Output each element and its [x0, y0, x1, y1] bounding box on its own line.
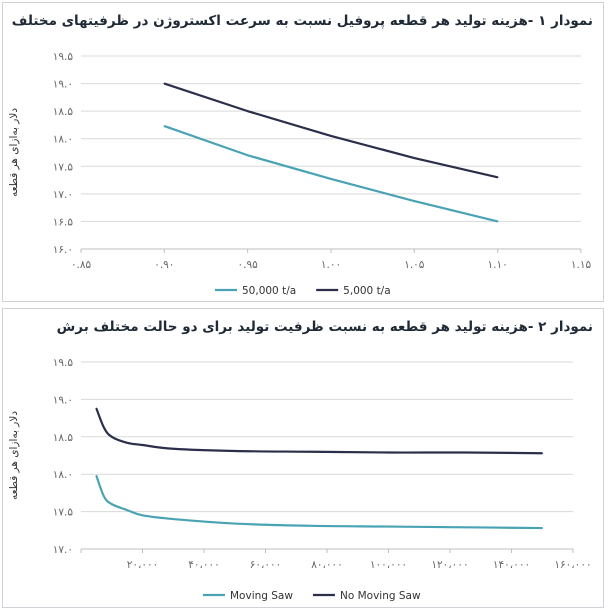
legend-label: 5,000 t/a	[343, 285, 391, 297]
data-point	[110, 436, 113, 438]
x-tick-label: ۱۶۰،۰۰۰	[554, 559, 591, 571]
data-point	[126, 509, 128, 511]
data-point	[103, 495, 105, 498]
data-point	[163, 82, 166, 85]
x-tick-label: ۱.۱۰	[488, 259, 508, 271]
y-tick-label: ۱۹.۰	[53, 79, 73, 91]
data-point	[141, 444, 144, 446]
data-point	[103, 427, 105, 429]
x-tick-label: ۱۰۰،۰۰۰	[370, 559, 407, 571]
data-point	[95, 407, 98, 410]
x-tick-label: ۱۴۰،۰۰۰	[493, 559, 530, 571]
y-tick-label: ۱۸.۵	[53, 106, 74, 118]
y-tick-label: ۱۸.۵	[53, 432, 74, 444]
y-tick-label: ۱۷.۰	[53, 544, 73, 556]
series-line	[95, 407, 543, 455]
x-tick-label: ۱۲۰،۰۰۰	[431, 559, 468, 571]
data-point	[330, 178, 332, 180]
data-point	[172, 518, 175, 520]
x-tick-label: ۴۰،۰۰۰	[188, 559, 220, 571]
chart-title: نمودار ۱ -هزینه تولید هر قطعه پروفیل نسب…	[11, 13, 593, 29]
series-line	[95, 475, 543, 530]
data-point	[95, 474, 98, 477]
x-tick-label: ۰.۹۵	[238, 259, 259, 271]
data-point	[387, 525, 390, 528]
y-tick-label: ۱۷.۵	[53, 161, 74, 173]
x-tick-label: ۲۰،۰۰۰	[127, 559, 159, 571]
series-line	[163, 82, 498, 179]
line-chart: ۱۷.۰ ۱۷.۵ ۱۸.۰ ۱۸.۵ ۱۹.۰ ۱۹.۵ ۲۰،۰۰۰ ۴۰،۰۰۰ ۶۰،۰…	[8, 357, 592, 602]
x-tick-label: ۰.۹۰	[154, 259, 174, 271]
y-tick-label: ۱۷.۵	[53, 507, 74, 519]
data-point	[413, 157, 416, 159]
y-tick-label: ۱۷.۰	[53, 189, 73, 201]
data-point	[172, 447, 175, 450]
y-tick-label: ۱۸.۰	[53, 469, 73, 481]
y-tick-label: ۱۶.۰	[53, 244, 73, 256]
y-tick-label: ۱۹.۵	[53, 51, 74, 63]
data-point	[110, 503, 113, 505]
y-tick-label: ۱۶.۵	[53, 216, 74, 228]
y-axis-label: دلار به‌ازای هر قطعه	[8, 108, 20, 197]
data-point	[233, 450, 236, 452]
data-point	[464, 451, 467, 454]
y-tick-label: ۱۹.۵	[53, 357, 74, 369]
y-tick-label: ۱۹.۰	[53, 394, 73, 406]
chart-title: نمودار ۲ -هزینه تولید هر قطعه به نسبت ظر…	[56, 319, 593, 335]
data-point	[496, 176, 499, 179]
y-axis-label: دلار به‌ازای هر قطعه	[8, 411, 20, 500]
line-chart: ۱۶.۰ ۱۶.۵ ۱۷.۰ ۱۷.۵ ۱۸.۰ ۱۸.۵ ۱۹.۰ ۱۹.۵ ۰.۸۵ ۰.۹۰…	[8, 51, 592, 297]
x-tick-label: ۸۰،۰۰۰	[311, 559, 343, 571]
data-point	[310, 525, 313, 527]
chart-panel-2: نمودار ۲ -هزینه تولید هر قطعه به نسبت ظر…	[2, 308, 604, 608]
x-tick-label: ۱.۰۵	[404, 259, 425, 271]
data-point	[246, 154, 249, 157]
legend-label: No Moving Saw	[340, 590, 421, 602]
data-point	[310, 450, 313, 453]
data-point	[387, 451, 390, 454]
y-tick-label: ۱۸.۰	[53, 134, 73, 146]
x-tick-label: ۰.۸۵	[71, 259, 92, 271]
data-point	[163, 125, 166, 127]
data-point	[541, 527, 544, 529]
x-tick-label: ۶۰،۰۰۰	[250, 559, 282, 571]
x-tick-label: ۱.۱۵	[571, 259, 592, 271]
data-point	[413, 200, 416, 202]
legend-label: Moving Saw	[230, 590, 293, 602]
data-point	[541, 452, 544, 455]
data-point	[330, 135, 332, 137]
legend-label: 50,000 t/a	[242, 285, 296, 297]
data-point	[141, 514, 144, 517]
data-point	[464, 526, 467, 529]
x-tick-label: ۱.۰۰	[321, 259, 341, 271]
data-point	[233, 522, 236, 525]
data-point	[496, 220, 499, 223]
chart-panel-1: نمودار ۱ -هزینه تولید هر قطعه پروفیل نسب…	[2, 2, 604, 302]
data-point	[246, 110, 249, 112]
series-line	[163, 124, 498, 223]
data-point	[126, 441, 128, 444]
